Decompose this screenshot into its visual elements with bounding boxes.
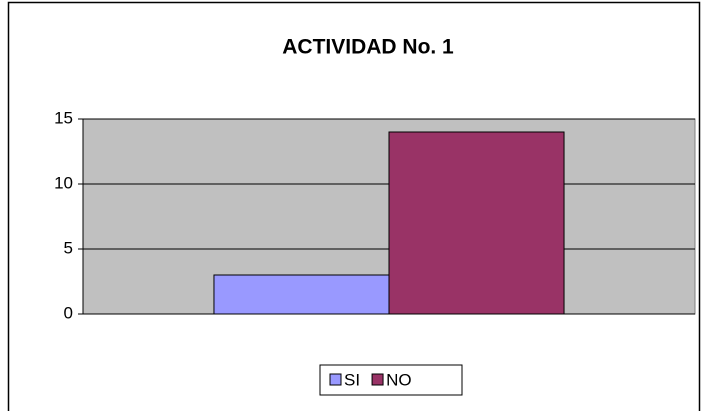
y-tick-label: 5 (64, 238, 73, 257)
y-tick-label: 0 (64, 303, 73, 322)
legend-label: NO (386, 370, 412, 389)
bar (388, 131, 565, 315)
legend-swatch (371, 373, 384, 386)
chart-title: ACTIVIDAD No. 1 (282, 36, 454, 59)
y-tick-label: 15 (54, 108, 73, 127)
bar (213, 274, 390, 315)
legend-label: SI (344, 370, 360, 389)
legend-swatch (329, 373, 342, 386)
y-tick-label: 10 (54, 173, 73, 192)
legend-box (319, 364, 463, 396)
